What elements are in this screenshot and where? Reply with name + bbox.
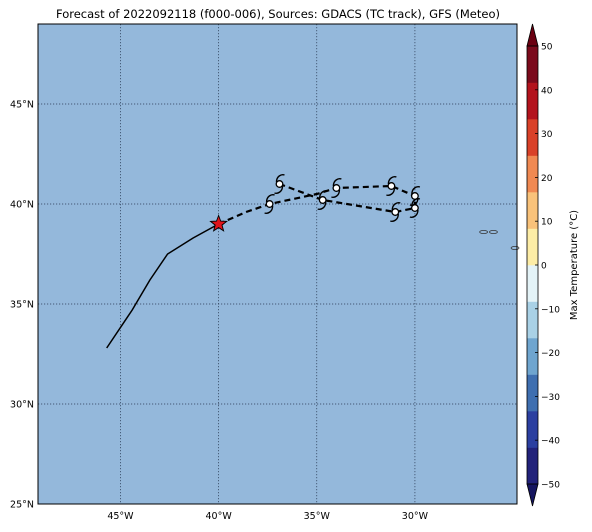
colorbar-segment <box>527 374 538 412</box>
colorbar-tick-label: −20 <box>541 349 560 359</box>
longitude-label: 35°W <box>304 511 331 522</box>
colorbar-tick-label: −10 <box>541 305 560 315</box>
colorbar-segment <box>527 192 538 229</box>
colorbar-tick-label: −50 <box>541 481 560 491</box>
island-outline <box>479 230 488 234</box>
colorbar-tick-label: −30 <box>541 393 560 403</box>
latitude-labels: 25°N 30°N 35°N 40°N 45°N <box>10 100 34 511</box>
forecast-track-line <box>218 182 416 226</box>
cyclone-icon <box>390 202 401 222</box>
cyclone-arm-top <box>332 178 342 187</box>
cyclone-icon <box>409 198 421 218</box>
colorbar: 50 40 30 20 10 0 −10 −20 −30 −40 −50 <box>526 23 560 507</box>
cyclone-eye <box>410 204 419 212</box>
longitude-label: 45°W <box>107 511 134 522</box>
colorbar-segment <box>527 82 538 120</box>
colorbar-tick-label: 30 <box>541 130 553 140</box>
colorbar-segment <box>527 447 538 485</box>
longitude-label: 40°W <box>205 511 232 522</box>
cyclone-arm-bottom <box>390 213 399 222</box>
longitude-labels: 45°W 40°W 35°W 30°W <box>107 511 428 522</box>
cyclone-icon <box>274 174 285 194</box>
latitude-label: 30°N <box>10 400 34 411</box>
colorbar-tick-label: 50 <box>541 43 553 53</box>
cyclone-symbols <box>209 174 421 232</box>
cyclone-eye <box>318 196 327 204</box>
cyclone-arm-top <box>387 176 397 185</box>
cyclone-eye <box>332 184 341 192</box>
cyclone-arm-top <box>391 202 401 211</box>
figure-title: Forecast of 2022092118 (f000-006), Sourc… <box>56 7 500 21</box>
cyclone-icon <box>331 178 342 198</box>
cyclone-icon <box>264 194 275 214</box>
cyclone-arm-bottom <box>331 189 341 198</box>
cyclone-arm-bottom <box>274 185 284 194</box>
cyclone-arm-bottom <box>317 201 327 210</box>
colorbar-tick-label: 10 <box>541 218 553 228</box>
cyclone-arm-bottom <box>409 209 419 218</box>
cyclone-arm-top <box>275 174 285 183</box>
map-panel: 25°N 30°N 35°N 40°N 45°N 45°W 40°W 35°W 30°W <box>10 23 520 522</box>
observed-track-line <box>106 223 219 349</box>
colorbar-segment <box>527 228 538 266</box>
cyclone-arm-top <box>411 198 421 207</box>
colorbar-segment <box>527 46 538 83</box>
cyclone-arm-top <box>265 194 275 203</box>
map-frame <box>37 23 518 505</box>
colorbar-over-arrow <box>526 23 539 47</box>
colorbar-tick-label: 40 <box>541 86 553 96</box>
latitude-label: 45°N <box>10 100 34 111</box>
colorbar-under-arrow <box>526 483 539 507</box>
ocean-background <box>38 24 517 504</box>
colorbar-tick-label: −40 <box>541 437 560 447</box>
cyclone-arm-bottom <box>264 205 274 214</box>
colorbar-segment <box>527 265 538 302</box>
cyclone-arm-top <box>319 190 328 199</box>
latitude-label: 35°N <box>10 300 34 311</box>
cyclone-icon <box>386 176 397 196</box>
longitude-label: 30°W <box>402 511 429 522</box>
cyclone-eye <box>387 182 396 190</box>
graticule-grid <box>38 24 517 504</box>
colorbar-segment <box>527 301 538 339</box>
cyclone-icon <box>317 190 328 210</box>
colorbar-segment <box>527 338 538 375</box>
colorbar-segment <box>527 155 538 193</box>
island-outline <box>489 230 498 234</box>
cyclone-tracks <box>106 182 416 349</box>
cyclone-eye <box>391 208 400 216</box>
cyclone-arm-bottom <box>386 187 396 196</box>
latitude-label: 25°N <box>10 500 34 511</box>
colorbar-segment <box>527 119 538 156</box>
cyclone-eye <box>275 180 284 188</box>
colorbar-label: Max Temperature (°C) <box>569 210 580 320</box>
colorbar-segment <box>527 411 538 448</box>
cyclone-arm-top <box>411 186 421 195</box>
island-outline <box>510 246 520 250</box>
cyclone-eye <box>265 200 274 208</box>
colorbar-tick-label: 0 <box>541 262 547 272</box>
colorbar-tick-label: 20 <box>541 174 553 184</box>
current-position-star-icon <box>209 214 228 232</box>
latitude-label: 40°N <box>10 200 34 211</box>
island-outlines <box>479 230 520 250</box>
